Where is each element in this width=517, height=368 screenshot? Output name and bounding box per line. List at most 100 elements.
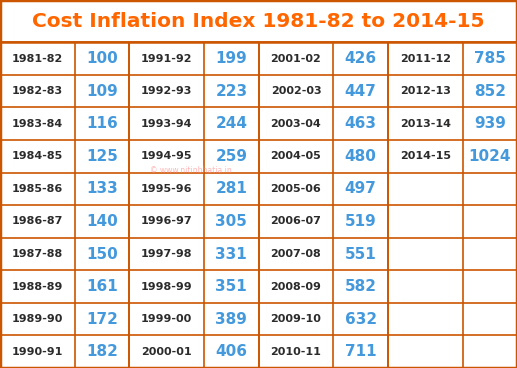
- Text: 281: 281: [216, 181, 247, 197]
- Text: 2009-10: 2009-10: [270, 314, 322, 324]
- Text: 852: 852: [474, 84, 506, 99]
- FancyBboxPatch shape: [258, 173, 388, 205]
- Text: 100: 100: [86, 51, 118, 66]
- Text: 1999-00: 1999-00: [141, 314, 192, 324]
- Text: 116: 116: [86, 116, 118, 131]
- Text: 2014-15: 2014-15: [400, 151, 451, 161]
- FancyBboxPatch shape: [129, 75, 258, 107]
- Text: 2011-12: 2011-12: [400, 54, 451, 64]
- Text: Cost Inflation Index 1981-82 to 2014-15: Cost Inflation Index 1981-82 to 2014-15: [32, 12, 485, 31]
- Text: 331: 331: [216, 247, 247, 262]
- Text: 1024: 1024: [468, 149, 511, 164]
- FancyBboxPatch shape: [0, 75, 129, 107]
- Text: 140: 140: [86, 214, 118, 229]
- Text: 259: 259: [216, 149, 247, 164]
- FancyBboxPatch shape: [129, 173, 258, 205]
- FancyBboxPatch shape: [388, 75, 517, 107]
- Text: 1981-82: 1981-82: [12, 54, 63, 64]
- Text: 497: 497: [345, 181, 376, 197]
- Text: 2006-07: 2006-07: [270, 216, 322, 226]
- FancyBboxPatch shape: [388, 107, 517, 140]
- FancyBboxPatch shape: [258, 205, 388, 238]
- FancyBboxPatch shape: [388, 238, 517, 270]
- FancyBboxPatch shape: [258, 238, 388, 270]
- Text: 161: 161: [86, 279, 118, 294]
- FancyBboxPatch shape: [129, 270, 258, 303]
- FancyBboxPatch shape: [0, 238, 129, 270]
- Text: 582: 582: [345, 279, 376, 294]
- FancyBboxPatch shape: [258, 270, 388, 303]
- FancyBboxPatch shape: [388, 205, 517, 238]
- Text: 1990-91: 1990-91: [12, 347, 63, 357]
- Text: 1989-90: 1989-90: [12, 314, 63, 324]
- FancyBboxPatch shape: [258, 303, 388, 336]
- Text: 1996-97: 1996-97: [141, 216, 192, 226]
- FancyBboxPatch shape: [0, 140, 129, 173]
- Text: 426: 426: [344, 51, 377, 66]
- Text: 182: 182: [86, 344, 118, 359]
- Text: 1995-96: 1995-96: [141, 184, 192, 194]
- Text: 305: 305: [216, 214, 247, 229]
- Text: 2000-01: 2000-01: [142, 347, 192, 357]
- Text: 632: 632: [344, 312, 377, 327]
- Text: 463: 463: [345, 116, 376, 131]
- FancyBboxPatch shape: [388, 140, 517, 173]
- Text: 244: 244: [216, 116, 247, 131]
- Text: 1993-94: 1993-94: [141, 119, 192, 129]
- FancyBboxPatch shape: [258, 75, 388, 107]
- Text: 1986-87: 1986-87: [12, 216, 63, 226]
- Text: 2004-05: 2004-05: [270, 151, 322, 161]
- Text: 1984-85: 1984-85: [12, 151, 63, 161]
- Text: 223: 223: [215, 84, 248, 99]
- FancyBboxPatch shape: [258, 140, 388, 173]
- Text: 2008-09: 2008-09: [270, 282, 322, 291]
- FancyBboxPatch shape: [258, 42, 388, 75]
- Text: 1983-84: 1983-84: [12, 119, 63, 129]
- Text: 551: 551: [345, 247, 376, 262]
- Text: 1985-86: 1985-86: [12, 184, 63, 194]
- FancyBboxPatch shape: [129, 140, 258, 173]
- Text: 199: 199: [216, 51, 247, 66]
- Text: 406: 406: [216, 344, 247, 359]
- Text: 2007-08: 2007-08: [270, 249, 322, 259]
- Text: 711: 711: [345, 344, 376, 359]
- FancyBboxPatch shape: [129, 238, 258, 270]
- FancyBboxPatch shape: [388, 42, 517, 75]
- FancyBboxPatch shape: [0, 205, 129, 238]
- Text: 1991-92: 1991-92: [141, 54, 192, 64]
- Text: 150: 150: [86, 247, 118, 262]
- FancyBboxPatch shape: [388, 270, 517, 303]
- FancyBboxPatch shape: [258, 107, 388, 140]
- Text: 447: 447: [345, 84, 376, 99]
- FancyBboxPatch shape: [388, 173, 517, 205]
- Text: 1987-88: 1987-88: [12, 249, 63, 259]
- Text: 2001-02: 2001-02: [270, 54, 322, 64]
- Text: 1997-98: 1997-98: [141, 249, 192, 259]
- FancyBboxPatch shape: [0, 0, 517, 42]
- Text: 2002-03: 2002-03: [271, 86, 321, 96]
- Text: 2003-04: 2003-04: [270, 119, 322, 129]
- Text: 133: 133: [86, 181, 118, 197]
- FancyBboxPatch shape: [0, 336, 129, 368]
- FancyBboxPatch shape: [0, 270, 129, 303]
- FancyBboxPatch shape: [0, 42, 129, 75]
- Text: 939: 939: [474, 116, 506, 131]
- Text: 2005-06: 2005-06: [270, 184, 322, 194]
- Text: 2010-11: 2010-11: [270, 347, 322, 357]
- Text: 785: 785: [474, 51, 506, 66]
- Text: 109: 109: [86, 84, 118, 99]
- Text: 351: 351: [216, 279, 247, 294]
- Text: 389: 389: [216, 312, 247, 327]
- FancyBboxPatch shape: [0, 107, 129, 140]
- FancyBboxPatch shape: [0, 303, 129, 336]
- FancyBboxPatch shape: [0, 173, 129, 205]
- Text: 2013-14: 2013-14: [400, 119, 451, 129]
- Text: 172: 172: [86, 312, 118, 327]
- Text: 2012-13: 2012-13: [400, 86, 451, 96]
- Text: 1992-93: 1992-93: [141, 86, 192, 96]
- FancyBboxPatch shape: [129, 107, 258, 140]
- FancyBboxPatch shape: [388, 336, 517, 368]
- Text: 519: 519: [345, 214, 376, 229]
- Text: 125: 125: [86, 149, 118, 164]
- Text: 1988-89: 1988-89: [12, 282, 63, 291]
